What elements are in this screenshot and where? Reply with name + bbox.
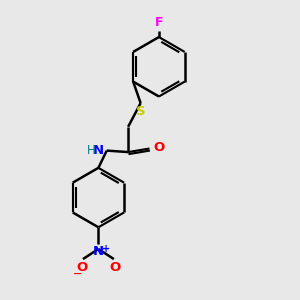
- Text: O: O: [76, 262, 87, 275]
- Text: O: O: [110, 262, 121, 275]
- Text: O: O: [153, 141, 164, 154]
- Text: −: −: [73, 268, 82, 279]
- Text: S: S: [136, 105, 146, 119]
- Text: F: F: [155, 16, 163, 29]
- Text: +: +: [102, 244, 110, 254]
- Text: H: H: [87, 143, 96, 157]
- Text: N: N: [93, 245, 104, 258]
- Text: N: N: [93, 144, 104, 157]
